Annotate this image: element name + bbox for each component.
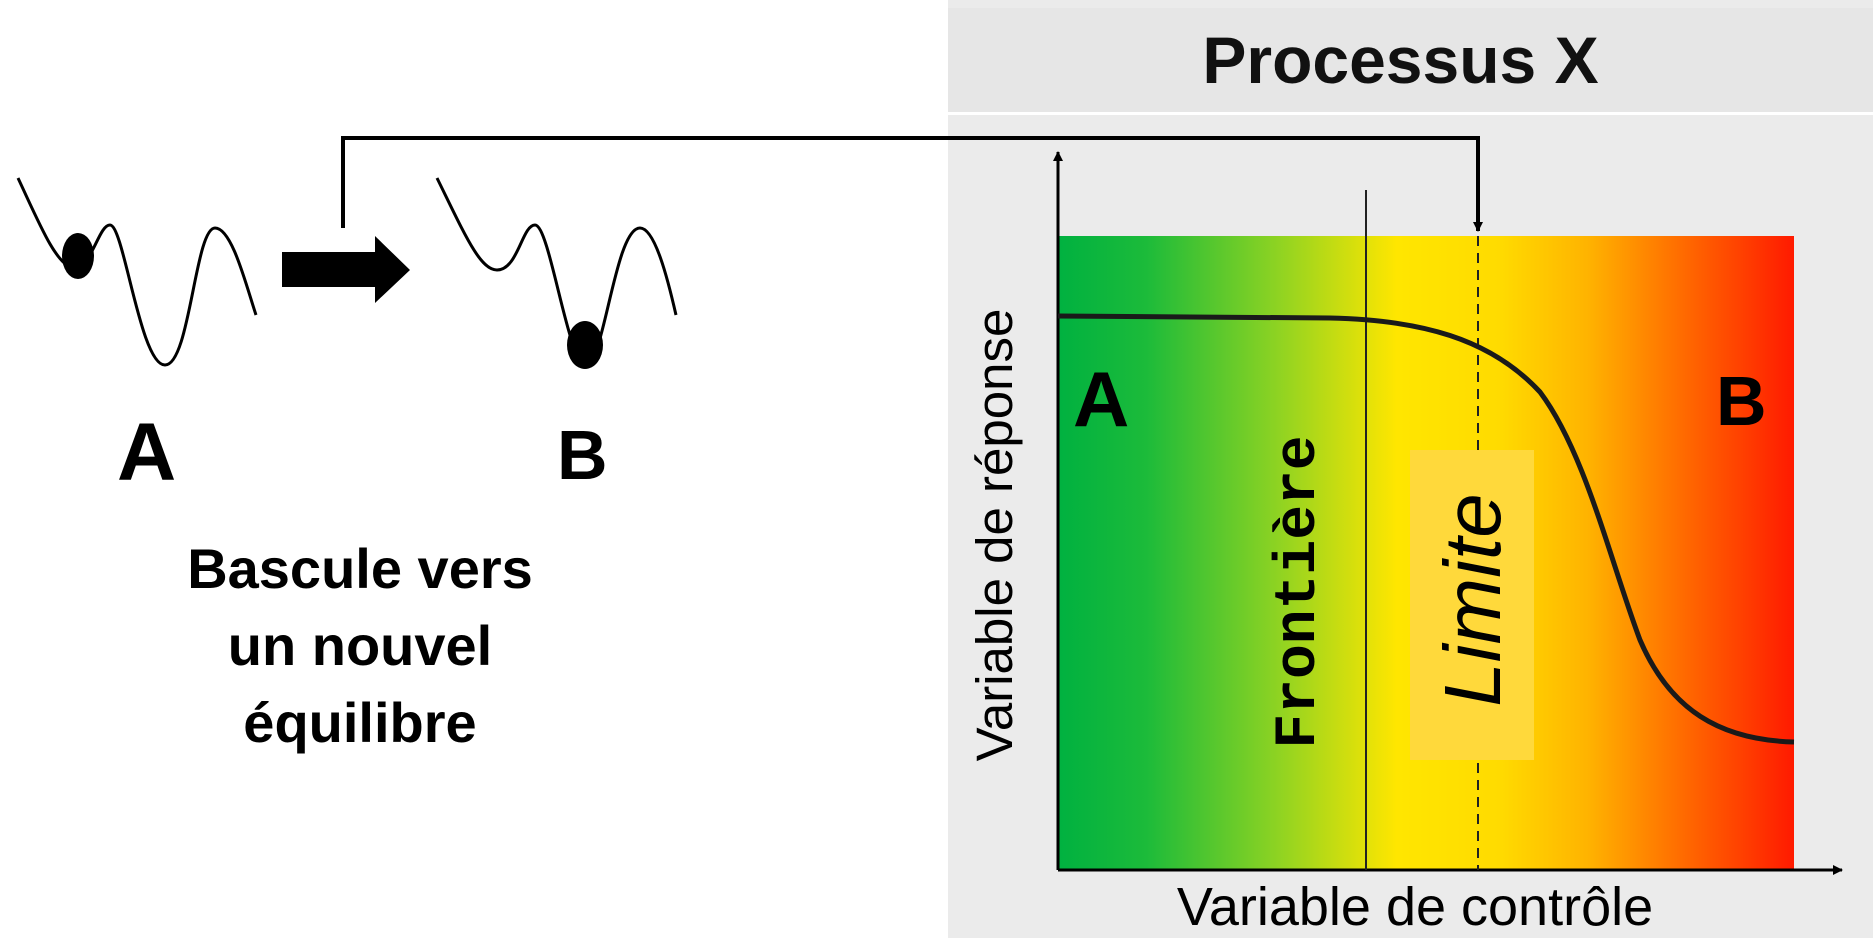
potential-landscape-b <box>435 177 678 367</box>
panel-title: Processus X <box>1202 23 1599 97</box>
caption-line-3: équilibre <box>243 691 477 754</box>
state-b-label: B <box>557 416 608 494</box>
transition-caption: Bascule vers un nouvel équilibre <box>120 530 600 761</box>
response-curve <box>1057 313 1795 745</box>
x-axis-label: Variable de contrôle <box>1176 877 1654 937</box>
panel-title-bar: Processus X <box>948 8 1873 115</box>
limit-label-box <box>1410 450 1534 760</box>
caption-line-2: un nouvel <box>227 614 493 677</box>
limit-label: Limite <box>1428 493 1517 707</box>
transition-arrow-icon <box>282 236 410 303</box>
y-axis-label: Variable de réponse <box>966 308 1023 762</box>
state-a-label: A <box>117 407 177 498</box>
ball-a <box>62 233 94 279</box>
boundary-label: Frontière <box>1267 435 1332 749</box>
connector-line <box>341 136 1483 232</box>
caption-line-1: Bascule vers <box>187 537 533 600</box>
ball-b <box>567 321 603 369</box>
zone-a-label: A <box>1073 355 1130 443</box>
zone-b-label: B <box>1716 362 1767 440</box>
